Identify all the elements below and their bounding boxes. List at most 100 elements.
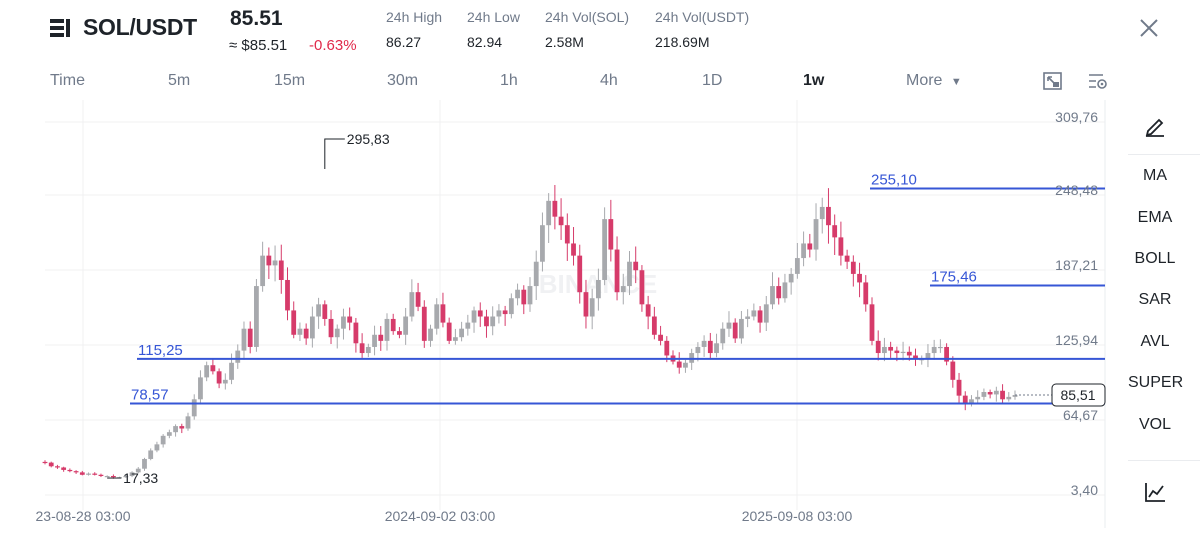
candle [832, 225, 838, 238]
candle [61, 467, 67, 470]
tab-5m[interactable]: 5m [168, 72, 191, 89]
market-header: SOL/USDT 85.51 ≈ $85.51 -0.63% 24h High … [0, 0, 1200, 66]
candle [334, 328, 340, 338]
candle [142, 458, 147, 469]
close-icon[interactable] [1137, 16, 1161, 40]
stat-value: 2.58M [545, 34, 584, 50]
candle [571, 243, 576, 256]
candle [546, 200, 552, 226]
high-label: 295,83 [347, 131, 390, 147]
candle [776, 286, 782, 299]
indicator-super[interactable]: SUPER [1128, 374, 1184, 391]
toolbar-divider [1128, 460, 1200, 461]
candle [707, 340, 713, 354]
stat-value: 86.27 [386, 34, 422, 50]
tab-time[interactable]: Time [50, 72, 85, 89]
candle [602, 219, 608, 280]
tab-1h[interactable]: 1h [500, 72, 518, 89]
candle [540, 225, 545, 262]
indicator-sar[interactable]: SAR [1138, 291, 1172, 308]
candle [291, 310, 297, 335]
candle [459, 328, 465, 338]
stat-value: 82.94 [467, 34, 503, 50]
candle [266, 255, 272, 266]
last-price-label: 85,51 [1060, 387, 1095, 403]
candle [844, 255, 850, 262]
candle [421, 306, 427, 341]
tab-more[interactable]: More ▼ [906, 72, 962, 90]
candle [651, 316, 657, 335]
candle [378, 334, 384, 341]
candle [104, 476, 110, 478]
line-chart-icon[interactable] [1144, 481, 1166, 503]
trading-pair[interactable]: SOL/USDT [83, 14, 197, 40]
indicator-toolbar: MA EMA BOLL SAR AVL SUPER VOL [1110, 100, 1200, 520]
stat-24h-vol-usdt: 24h Vol(USDT) 218.69M [655, 9, 749, 50]
candlestick-chart[interactable]: BINANCE 255,10175,46115,2578,57295,8317,… [0, 100, 1110, 530]
candle [788, 273, 794, 283]
candle [925, 353, 931, 360]
candle [496, 310, 502, 317]
candle [285, 279, 290, 311]
candle [589, 298, 595, 317]
tab-30m[interactable]: 30m [387, 72, 419, 89]
candle [55, 466, 60, 468]
candle [1012, 395, 1018, 397]
candle [944, 346, 950, 362]
stat-24h-high: 24h High 86.27 [386, 9, 442, 50]
candle [198, 377, 203, 400]
candle [297, 328, 303, 335]
candle [969, 399, 974, 405]
candle [801, 243, 806, 259]
stat-label: 24h Low [467, 9, 520, 25]
candle [160, 435, 166, 445]
candle [950, 361, 956, 380]
chart-canvas[interactable]: BINANCE 255,10175,46115,2578,57295,8317,… [0, 100, 1110, 530]
stat-24h-vol-sol: 24h Vol(SOL) 2.58M [545, 9, 629, 50]
indicator-ma[interactable]: MA [1143, 167, 1167, 184]
candle [247, 328, 253, 347]
stat-24h-low: 24h Low 82.94 [467, 9, 520, 50]
chart-settings-icon[interactable] [1087, 70, 1109, 92]
candle [987, 391, 993, 395]
fullscreen-icon[interactable] [1042, 70, 1064, 92]
stat-label: 24h High [386, 9, 443, 25]
indicator-avl[interactable]: AVL [1140, 333, 1170, 350]
candle [110, 476, 116, 478]
candle [73, 471, 79, 473]
candle [900, 351, 906, 354]
price-change: -0.63% [309, 37, 357, 54]
candle [745, 316, 751, 319]
tab-4h[interactable]: 4h [600, 72, 618, 89]
candle [819, 206, 825, 220]
candle [415, 292, 421, 307]
candle [477, 310, 483, 317]
candle [452, 337, 458, 341]
tab-1d[interactable]: 1D [702, 72, 723, 89]
candle [484, 316, 489, 327]
candle [347, 316, 353, 323]
x-axis-tick: 2025-09-08 03:00 [742, 508, 853, 524]
indicator-ema[interactable]: EMA [1137, 209, 1173, 226]
pencil-icon[interactable] [1144, 115, 1166, 137]
indicator-boll[interactable]: BOLL [1134, 250, 1176, 267]
candle [826, 206, 831, 226]
candle [92, 473, 98, 475]
candle [720, 328, 726, 344]
candle [229, 362, 234, 380]
x-axis-tick: 23-08-28 03:00 [36, 508, 131, 524]
candle [757, 310, 763, 323]
candle [533, 261, 539, 287]
candle [173, 426, 178, 433]
indicator-vol[interactable]: VOL [1138, 416, 1171, 433]
candle [222, 379, 228, 384]
tab-1w[interactable]: 1w [803, 72, 825, 89]
level-label: 78,57 [131, 386, 169, 403]
low-label: 17,33 [123, 470, 158, 486]
candle [166, 432, 172, 436]
candle [633, 261, 639, 271]
tab-15m[interactable]: 15m [274, 72, 306, 89]
candle [807, 243, 813, 250]
candle [210, 365, 216, 372]
candle [888, 346, 894, 351]
